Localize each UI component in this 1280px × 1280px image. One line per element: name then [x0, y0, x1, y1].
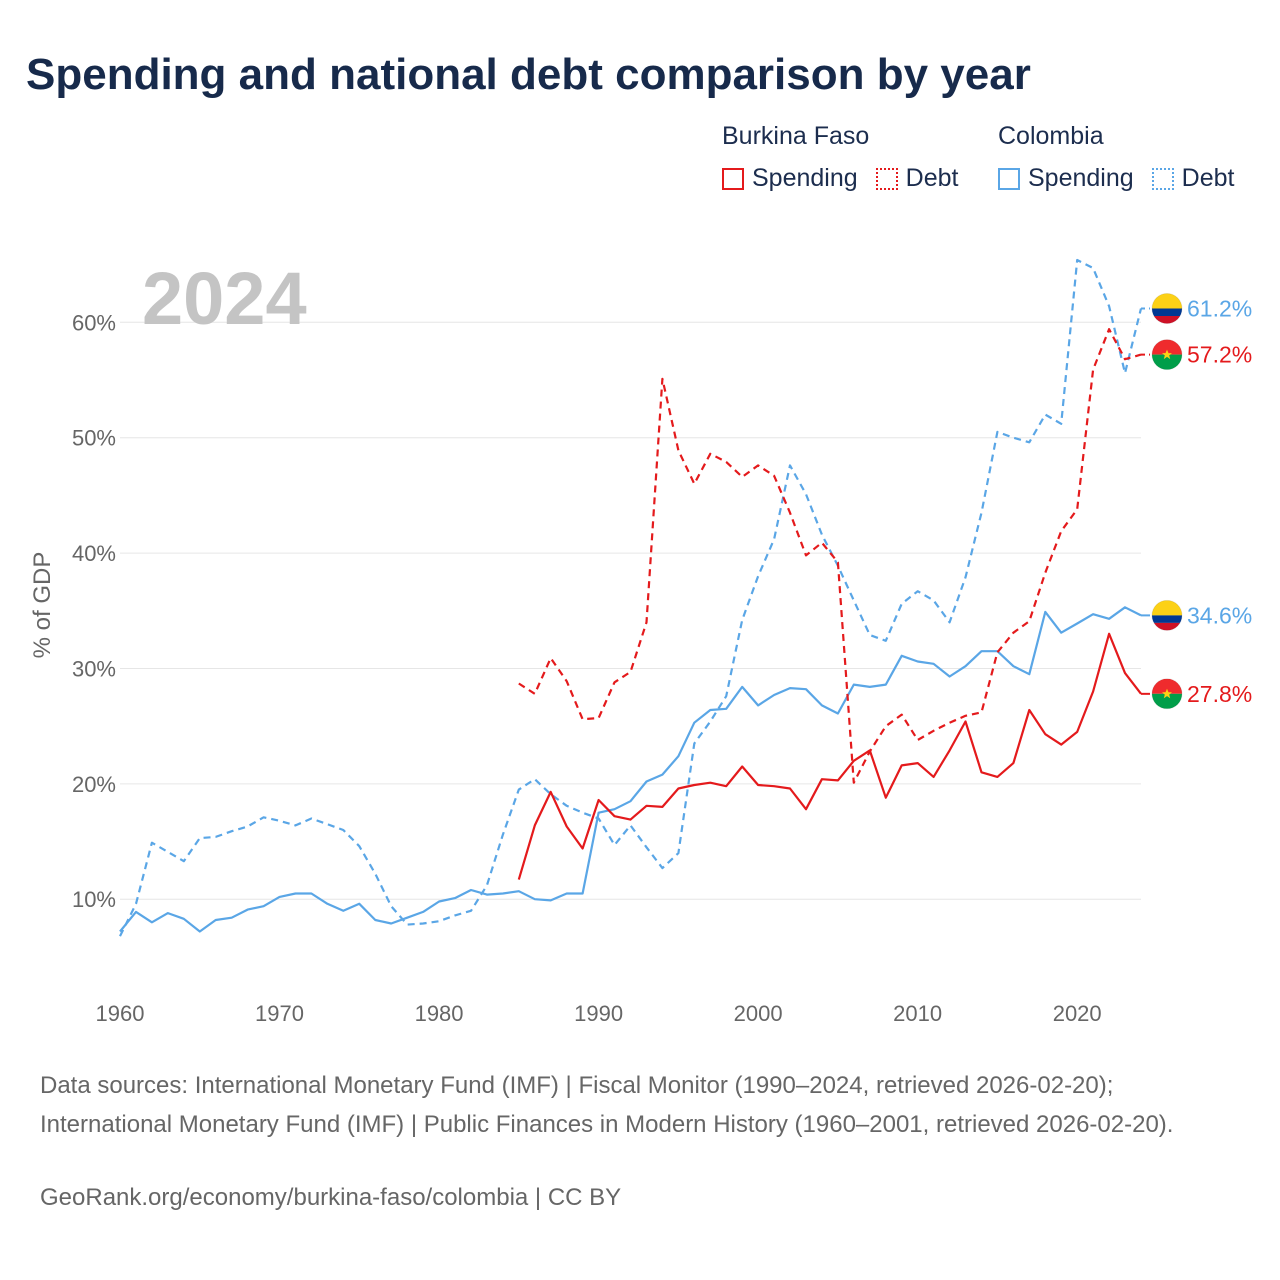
- legend-item-burkina-faso-spending[interactable]: Spending: [722, 164, 858, 193]
- end-value-label: 27.8%: [1187, 681, 1252, 707]
- x-tick-label: 1960: [96, 1001, 145, 1026]
- y-axis-ticks: 10% 20% 30% 40% 50% 60%: [72, 310, 116, 912]
- y-tick-label: 20%: [72, 772, 116, 797]
- legend-swatch-solid-icon: [722, 167, 744, 190]
- year-watermark: 2024: [142, 257, 307, 340]
- legend-swatch-dotted-icon: [875, 167, 898, 190]
- x-tick-label: 2000: [734, 1001, 783, 1026]
- burkina-faso-flag-icon: [1151, 678, 1183, 710]
- data-sources: Data sources: International Monetary Fun…: [40, 1072, 1174, 1138]
- end-labels: 34.6% 61.2% 27.8% 57.2%: [1141, 293, 1252, 710]
- colombia-flag-icon: [1151, 599, 1183, 631]
- y-tick-label: 10%: [72, 887, 116, 912]
- legend-item-label: Debt: [905, 164, 959, 192]
- y-axis-label: % of GDP: [29, 552, 56, 659]
- legend-swatch-solid-icon: [998, 167, 1020, 190]
- series-lines: [119, 258, 1143, 937]
- y-tick-label: 60%: [72, 310, 116, 335]
- burkina-faso-flag-icon: [1151, 339, 1183, 371]
- legend-group-name: Burkina Faso: [722, 122, 870, 150]
- x-tick-label: 2010: [893, 1001, 942, 1026]
- chart-title: Spending and national debt comparison by…: [26, 50, 1031, 99]
- legend-swatch-dotted-icon: [1151, 167, 1174, 190]
- y-tick-label: 30%: [72, 656, 116, 681]
- colombia-flag-icon: [1151, 293, 1183, 324]
- line-chart: 2024 10% 20% 30% 40% 50% 60% 1960 1970 1980 1990…: [29, 257, 1252, 1026]
- burkina-faso-debt-line[interactable]: [518, 328, 1142, 784]
- legend-item-label: Spending: [752, 164, 858, 192]
- legend-item-label: Debt: [1181, 164, 1235, 192]
- x-tick-label: 1970: [255, 1001, 304, 1026]
- credit-link[interactable]: GeoRank.org/economy/burkina-faso/colombi…: [40, 1184, 622, 1211]
- legend-item-label: Spending: [1028, 164, 1134, 192]
- end-value-label: 61.2%: [1187, 295, 1252, 321]
- y-tick-label: 50%: [72, 426, 116, 451]
- end-value-label: 57.2%: [1187, 342, 1252, 368]
- burkina-faso-spending-line[interactable]: [517, 632, 1142, 880]
- x-tick-label: 2020: [1053, 1001, 1102, 1026]
- x-tick-label: 1990: [574, 1001, 623, 1026]
- legend-item-colombia-spending[interactable]: Spending: [998, 164, 1134, 193]
- legend-group-burkina-faso: Burkina Faso Spending Debt: [722, 122, 976, 193]
- legend-item-burkina-faso-debt[interactable]: Debt: [875, 164, 959, 193]
- legend-group-name: Colombia: [998, 122, 1104, 150]
- y-tick-label: 40%: [72, 541, 116, 566]
- end-value-label: 34.6%: [1187, 602, 1252, 628]
- x-axis-ticks: 1960 1970 1980 1990 2000 2010 2020: [96, 1001, 1102, 1026]
- legend-group-colombia: Colombia Spending Debt: [998, 122, 1252, 193]
- gridlines: [120, 321, 1141, 900]
- legend-item-colombia-debt[interactable]: Debt: [1151, 164, 1235, 193]
- x-tick-label: 1980: [415, 1001, 464, 1026]
- colombia-spending-line[interactable]: [119, 606, 1142, 933]
- colombia-debt-line[interactable]: [119, 258, 1143, 937]
